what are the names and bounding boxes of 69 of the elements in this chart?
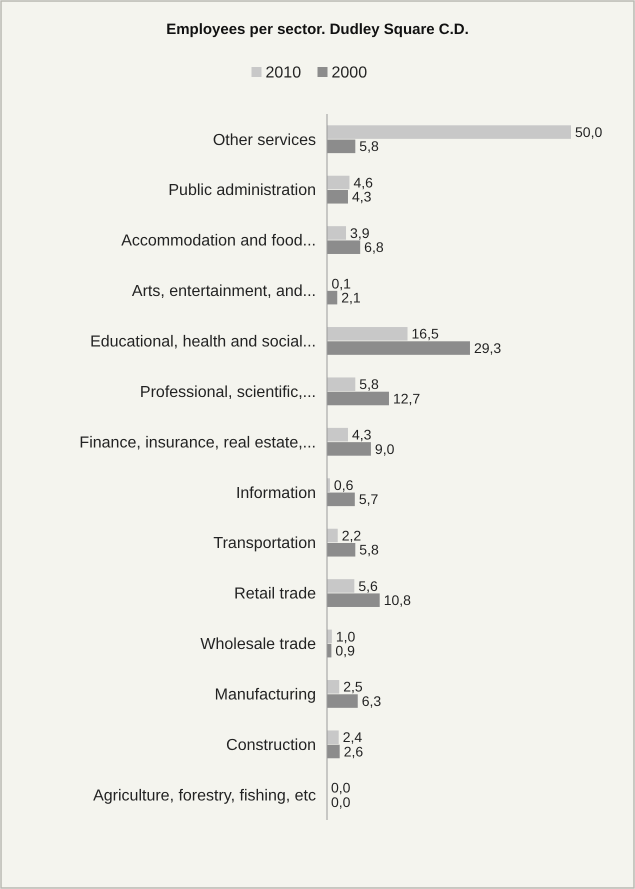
- bar: [327, 579, 354, 593]
- legend-label: 2000: [332, 64, 368, 82]
- bar: [327, 190, 348, 204]
- data-label: 0,6: [334, 476, 354, 493]
- data-label: 5,8: [359, 376, 379, 392]
- data-label: 2,1: [341, 290, 361, 306]
- data-label: 2,4: [342, 729, 362, 746]
- y-tick-label: Wholesale trade: [200, 636, 316, 654]
- bar: [327, 377, 356, 391]
- data-label: 1,0: [336, 628, 356, 644]
- y-tick-label: Finance, insurance, real estate,...: [79, 434, 316, 452]
- bar: [327, 341, 470, 355]
- bar: [327, 176, 350, 190]
- data-label: 29,3: [474, 340, 502, 356]
- data-label: 50,0: [575, 124, 602, 140]
- y-tick-label: Public administration: [168, 182, 316, 200]
- data-label: 5,7: [358, 491, 378, 508]
- data-label: 5,8: [359, 542, 379, 558]
- bar: [327, 226, 346, 240]
- data-label: 2,6: [344, 743, 364, 760]
- data-label: 0,1: [331, 275, 352, 292]
- data-label: 2,5: [343, 678, 363, 695]
- data-label: 10,8: [384, 592, 412, 608]
- data-label: 4,3: [352, 426, 372, 443]
- bar: [327, 680, 340, 694]
- y-tick-label: Accommodation and food...: [121, 232, 316, 250]
- bar: [327, 543, 356, 557]
- bar: [327, 744, 340, 758]
- bar: [327, 327, 408, 341]
- data-label: 0,0: [331, 794, 351, 810]
- bar: [327, 290, 338, 304]
- y-tick-label: Manufacturing: [214, 686, 316, 704]
- bar: [327, 392, 389, 406]
- bar: [327, 442, 371, 456]
- bar: [327, 140, 356, 154]
- data-label: 2,2: [342, 527, 362, 544]
- data-label: 5,6: [358, 578, 378, 594]
- data-label: 3,9: [350, 224, 370, 241]
- y-tick-label: Retail trade: [234, 586, 316, 603]
- bar: [327, 528, 338, 542]
- bar: [327, 125, 571, 139]
- data-label: 4,3: [352, 188, 372, 205]
- bar: [327, 630, 332, 644]
- bar: [327, 492, 355, 506]
- chart-title: Employees per sector. Dudley Square C.D.: [166, 21, 469, 38]
- y-tick-label: Agriculture, forestry, fishing, etc: [93, 787, 316, 804]
- y-tick-label: Educational, health and social...: [90, 334, 316, 351]
- data-label: 0,0: [331, 780, 351, 796]
- y-tick-label: Other services: [212, 132, 316, 149]
- bar: [327, 428, 348, 442]
- bar: [327, 730, 339, 744]
- y-tick-label: Professional, scientific,...: [140, 384, 316, 401]
- y-tick-label: Information: [236, 484, 316, 502]
- y-tick-label: Construction: [226, 736, 316, 754]
- legend-label: 2010: [266, 64, 302, 82]
- data-label: 5,8: [359, 138, 379, 154]
- bar: [327, 593, 380, 607]
- data-label: 16,5: [412, 326, 439, 342]
- data-label: 0,9: [335, 642, 356, 659]
- bar: [327, 240, 360, 254]
- data-label: 6,3: [362, 692, 382, 709]
- data-label: 12,7: [392, 390, 420, 406]
- data-label: 4,6: [353, 174, 374, 190]
- bar: [327, 694, 358, 708]
- y-tick-label: Transportation: [213, 535, 316, 552]
- bar: [327, 644, 332, 658]
- data-label: 6,8: [364, 239, 384, 256]
- y-tick-label: Arts, entertainment, and...: [132, 283, 316, 300]
- data-label: 9,0: [374, 440, 395, 457]
